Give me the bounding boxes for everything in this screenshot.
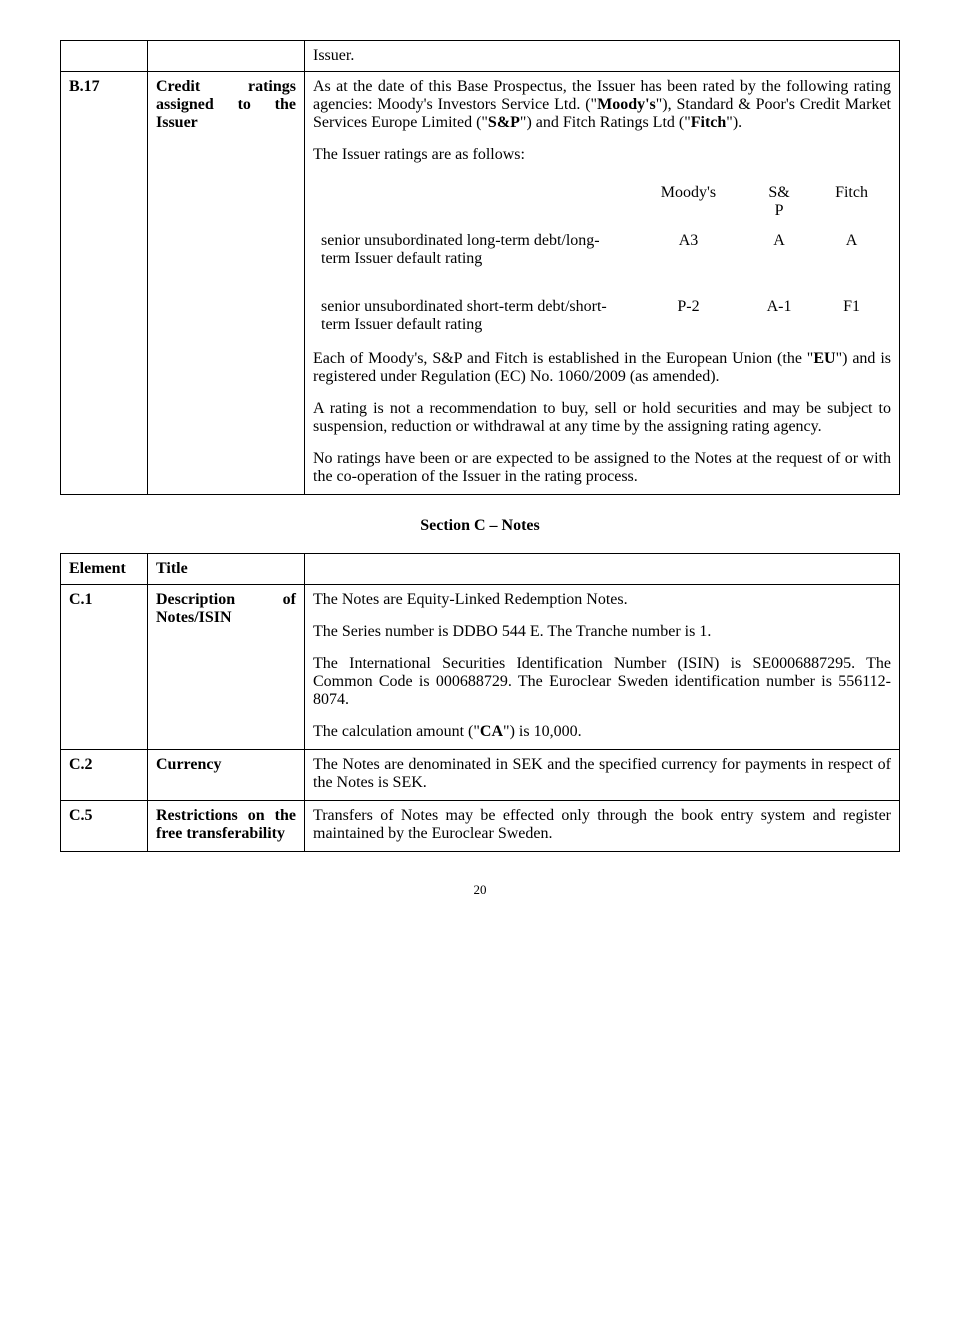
- cell-c5-label: Restrictions on the free transferability: [148, 801, 305, 852]
- table-row: C.2 Currency The Notes are denominated i…: [61, 750, 900, 801]
- prospectus-table-c: Element Title C.1 Description of Notes/I…: [60, 553, 900, 852]
- cell-empty: [61, 41, 148, 72]
- c1-p4: The calculation amount ("CA") is 10,000.: [313, 723, 891, 741]
- cell-c2-label: Currency: [148, 750, 305, 801]
- ratings-value: A-1: [746, 292, 812, 340]
- ratings-row-label: senior unsubordinated short-term debt/sh…: [313, 292, 631, 340]
- c1-p3: The International Securities Identificat…: [313, 655, 891, 709]
- cell-c1-code: C.1: [61, 585, 148, 750]
- c1-p1: The Notes are Equity-Linked Redemption N…: [313, 591, 891, 609]
- ratings-value: A: [746, 226, 812, 274]
- ratings-col-sp: S&P: [746, 178, 812, 226]
- c5-p1: Transfers of Notes may be effected only …: [313, 807, 891, 843]
- ratings-value: F1: [812, 292, 891, 340]
- header-title: Title: [148, 554, 305, 585]
- cell-b17-code: B.17: [61, 72, 148, 495]
- cell-c2-code: C.2: [61, 750, 148, 801]
- c2-p1: The Notes are denominated in SEK and the…: [313, 756, 891, 792]
- cell-empty: [305, 554, 900, 585]
- ratings-value: P-2: [631, 292, 746, 340]
- table-row: Element Title: [61, 554, 900, 585]
- ratings-row: senior unsubordinated short-term debt/sh…: [313, 292, 891, 340]
- section-c-title: Section C – Notes: [60, 517, 900, 535]
- table-row: B.17 Credit ratings assigned to the Issu…: [61, 72, 900, 495]
- header-element: Element: [61, 554, 148, 585]
- ratings-row: senior unsubordinated long-term debt/lon…: [313, 226, 891, 274]
- cell-issuer: Issuer.: [305, 41, 900, 72]
- ratings-table: Moody's S&P Fitch senior unsubordinated …: [313, 178, 891, 340]
- cell-c5-code: C.5: [61, 801, 148, 852]
- cell-c1-body: The Notes are Equity-Linked Redemption N…: [305, 585, 900, 750]
- cell-empty: [148, 41, 305, 72]
- b17-p5: No ratings have been or are expected to …: [313, 450, 891, 486]
- page-number: 20: [60, 882, 900, 898]
- cell-b17-body: As at the date of this Base Prospectus, …: [305, 72, 900, 495]
- b17-p1: As at the date of this Base Prospectus, …: [313, 78, 891, 132]
- ratings-row-label: senior unsubordinated long-term debt/lon…: [313, 226, 631, 274]
- prospectus-table-b: Issuer. B.17 Credit ratings assigned to …: [60, 40, 900, 495]
- b17-p3: Each of Moody's, S&P and Fitch is establ…: [313, 350, 891, 386]
- c1-p2: The Series number is DDBO 544 E. The Tra…: [313, 623, 891, 641]
- cell-b17-label: Credit ratings assigned to the Issuer: [148, 72, 305, 495]
- ratings-value: A: [812, 226, 891, 274]
- b17-p4: A rating is not a recommendation to buy,…: [313, 400, 891, 436]
- ratings-value: A3: [631, 226, 746, 274]
- page-container: Issuer. B.17 Credit ratings assigned to …: [0, 0, 960, 928]
- cell-c1-label: Description of Notes/ISIN: [148, 585, 305, 750]
- ratings-col-moodys: Moody's: [631, 178, 746, 226]
- b17-p2: The Issuer ratings are as follows:: [313, 146, 891, 164]
- ratings-col-fitch: Fitch: [812, 178, 891, 226]
- table-row: C.1 Description of Notes/ISIN The Notes …: [61, 585, 900, 750]
- table-row: Issuer.: [61, 41, 900, 72]
- cell-c5-body: Transfers of Notes may be effected only …: [305, 801, 900, 852]
- ratings-header-row: Moody's S&P Fitch: [313, 178, 891, 226]
- table-row: C.5 Restrictions on the free transferabi…: [61, 801, 900, 852]
- cell-c2-body: The Notes are denominated in SEK and the…: [305, 750, 900, 801]
